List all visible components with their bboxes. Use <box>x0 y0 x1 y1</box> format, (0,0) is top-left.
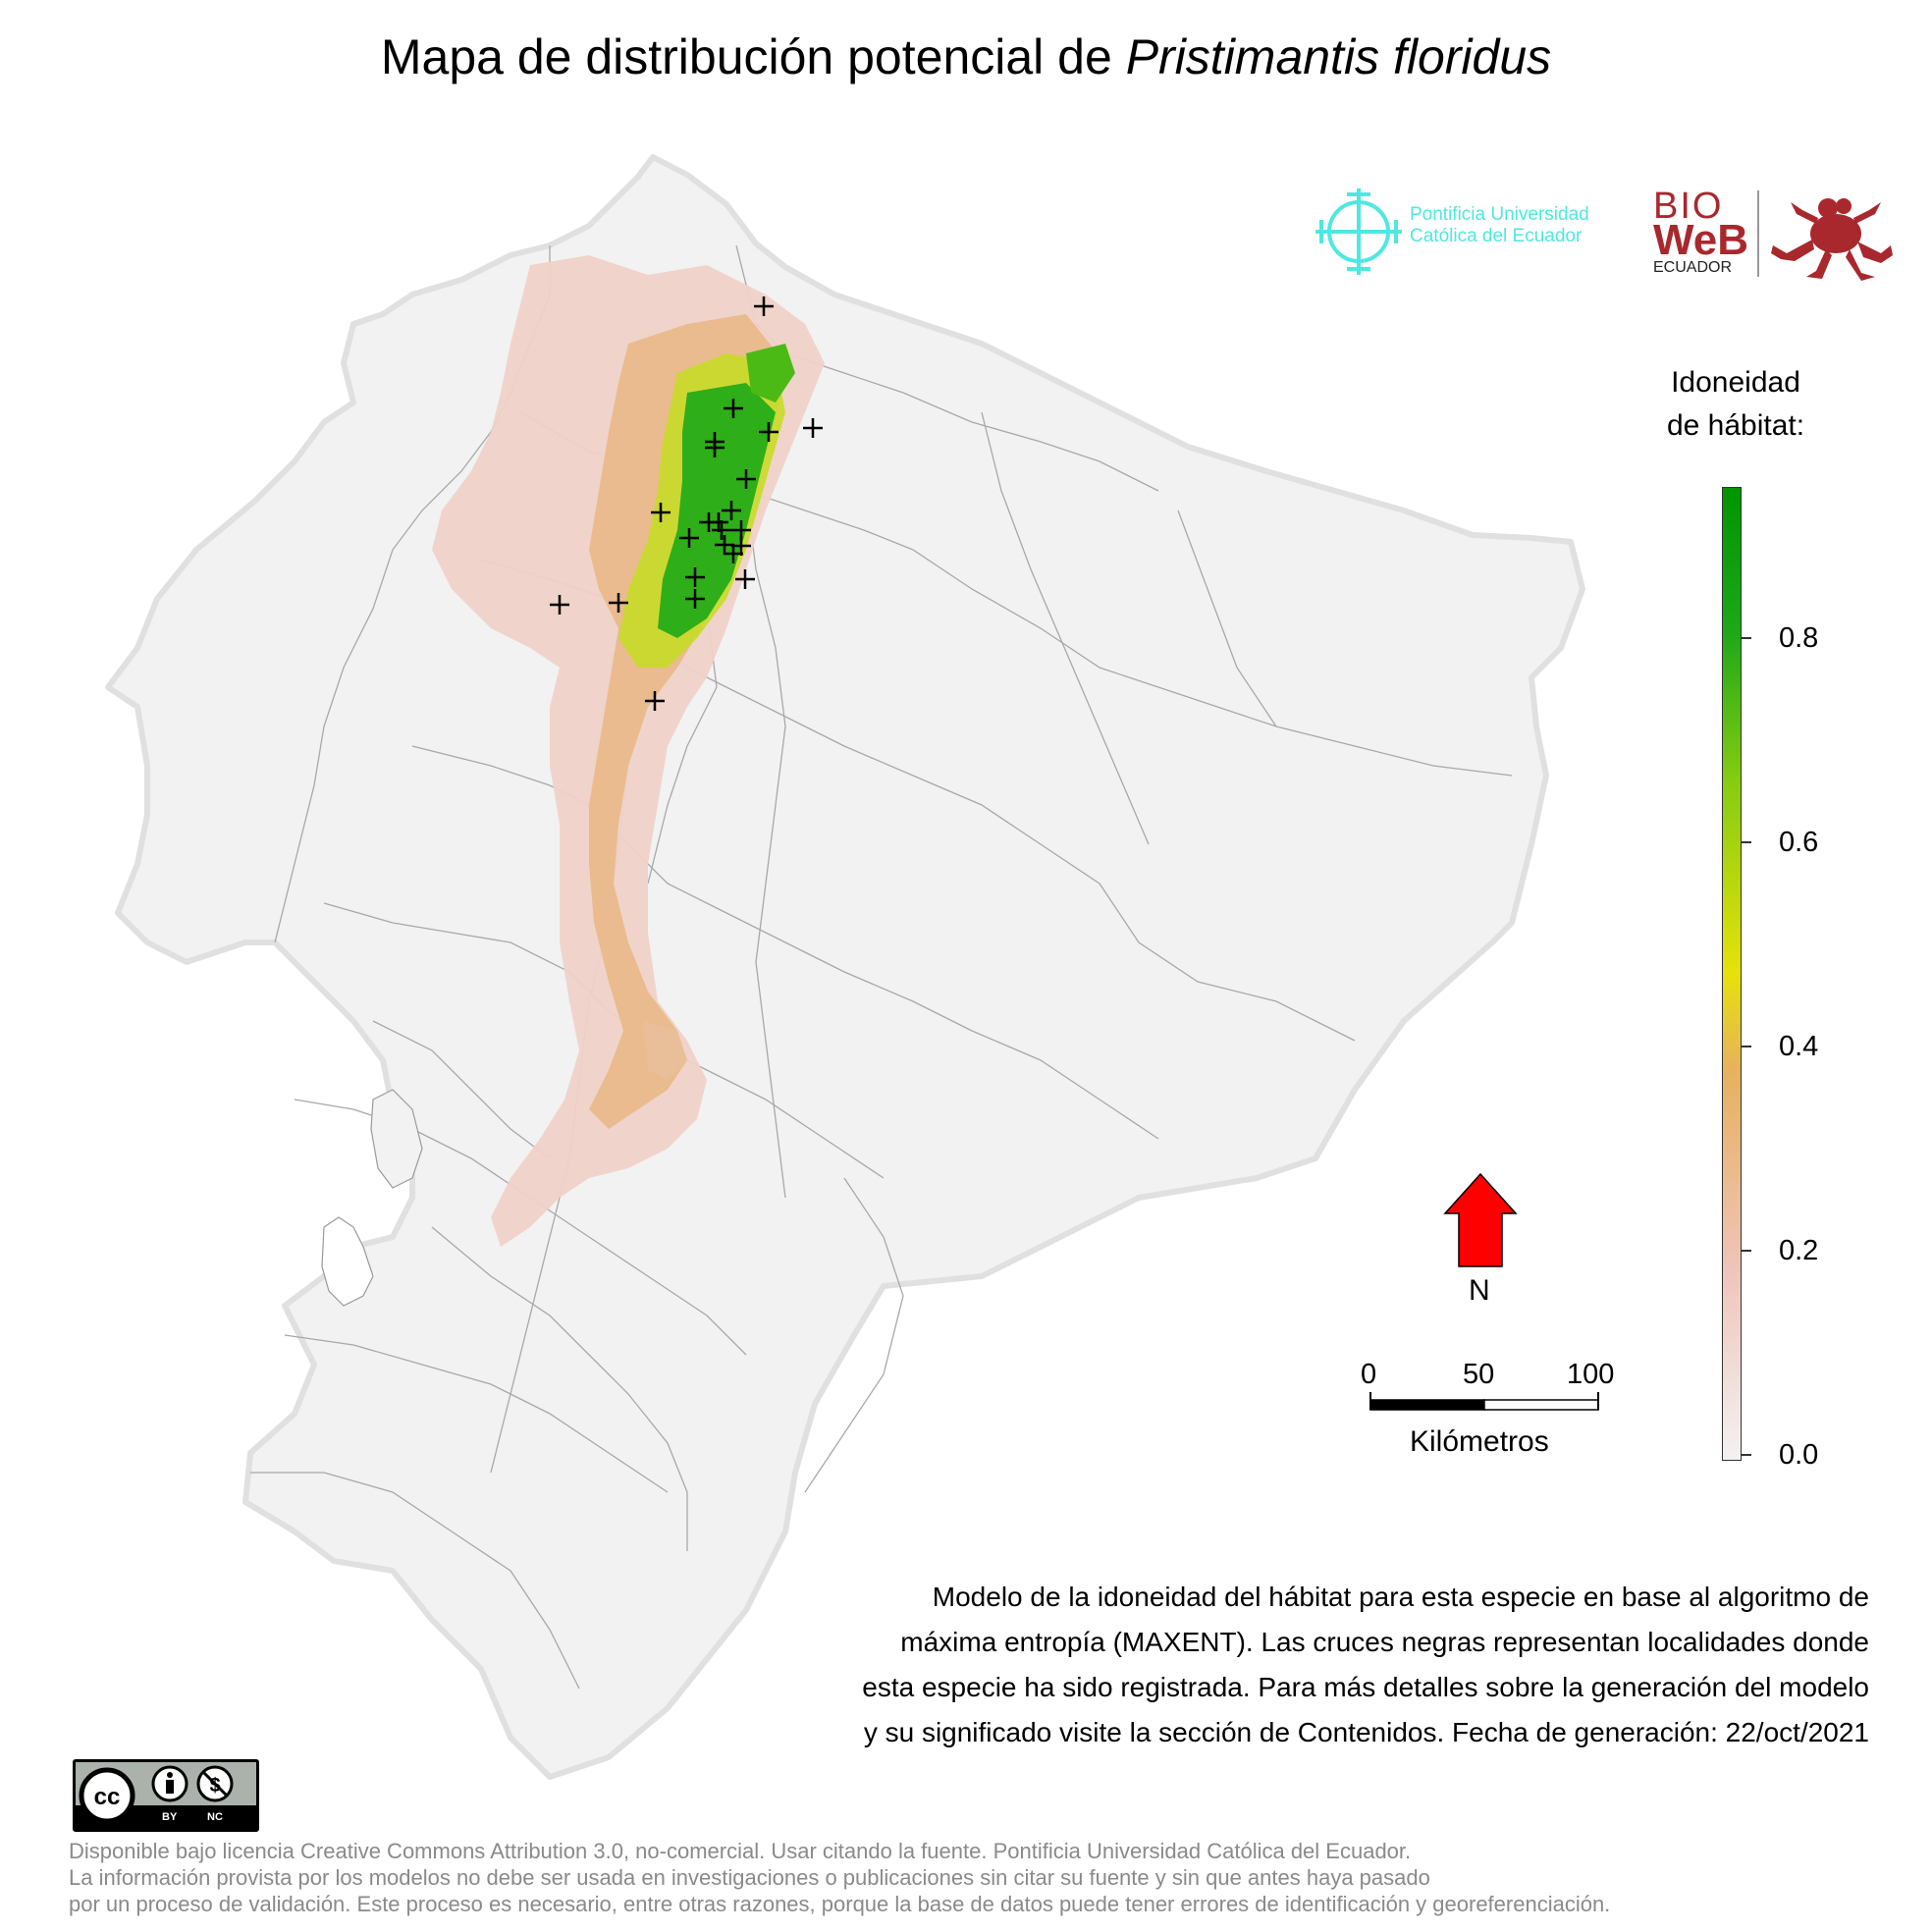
legend-tick <box>1742 1250 1751 1252</box>
scale-label-50: 50 <box>1463 1359 1495 1390</box>
puce-name-line2: Católica del Ecuador <box>1410 226 1583 246</box>
suitability-high-zone-2 <box>746 344 795 402</box>
scale-bar-black-segment <box>1369 1399 1485 1411</box>
puce-cross-icon <box>1315 188 1402 275</box>
bioweb-line3: ECUADOR <box>1653 259 1733 276</box>
puce-name-line1: Pontificia Universidad <box>1410 204 1589 225</box>
scale-label-100: 100 <box>1567 1359 1615 1390</box>
cc-nc-label: NC <box>207 1811 223 1823</box>
bioweb-logo: BIO WeB ECUADOR <box>1641 185 1897 283</box>
legend-tick <box>1742 1046 1751 1047</box>
legend-tick <box>1742 637 1751 639</box>
occurrence-point <box>685 567 705 587</box>
cc-license-badge: cc $ BY NC <box>73 1759 259 1832</box>
model-description: Modelo de la idoneidad del hábitat para … <box>862 1582 1869 1747</box>
legend-title: Idoneidad de hábitat: <box>1666 366 1805 442</box>
map-title: Mapa de distribución potencial de Pristi… <box>380 29 1552 84</box>
scale-bar <box>1369 1392 1599 1411</box>
cc-icon: cc <box>79 1767 135 1824</box>
frog-icon <box>1771 198 1893 281</box>
species-name: Pristimantis floridus <box>1125 29 1552 84</box>
occurrence-point <box>679 528 699 548</box>
svg-text:cc: cc <box>94 1784 121 1810</box>
occurrence-point <box>715 535 734 555</box>
bioweb-line2: WeB <box>1653 216 1748 264</box>
occurrence-point <box>736 469 756 489</box>
puce-logo: Pontificia Universidad Católica del Ecua… <box>1312 185 1636 279</box>
occurrence-point <box>735 569 755 589</box>
island-outline <box>370 1089 423 1189</box>
legend-label-0-2: 0.2 <box>1779 1235 1819 1266</box>
occurrence-point <box>754 296 774 316</box>
north-arrow <box>1443 1172 1518 1267</box>
north-label: N <box>1469 1274 1490 1307</box>
legend-tick <box>1742 841 1751 843</box>
legend-tick <box>1742 1454 1751 1456</box>
legend-label-0-0: 0.0 <box>1779 1439 1819 1471</box>
occurrence-point <box>651 503 671 522</box>
occurrence-point <box>705 438 724 457</box>
occurrence-point <box>712 520 731 540</box>
country-shape <box>105 154 1585 1780</box>
occurrence-point <box>803 418 823 438</box>
scale-unit: Kilómetros <box>1410 1425 1549 1458</box>
legend-label-0-8: 0.8 <box>1779 622 1819 654</box>
occurrence-point <box>645 691 665 711</box>
occurrence-point <box>731 536 751 556</box>
occurrence-point <box>724 544 743 564</box>
bioweb-line1: BIO <box>1653 186 1724 227</box>
occurrence-point <box>759 422 778 442</box>
suitability-raster <box>432 255 825 1247</box>
occurrence-point <box>709 512 728 532</box>
occurrence-point <box>685 589 705 609</box>
license-text: Disponible bajo licencia Creative Common… <box>69 1839 1611 1916</box>
occurrence-points <box>550 296 823 711</box>
by-icon <box>151 1765 188 1802</box>
legend-label-0-6: 0.6 <box>1779 827 1819 858</box>
legend-colorbar <box>1722 487 1742 1461</box>
scale-bar-white-segment <box>1483 1399 1599 1411</box>
occurrence-point <box>609 593 628 613</box>
suitability-low-spot-south <box>643 1021 687 1080</box>
north-arrow-icon <box>1443 1172 1518 1267</box>
occurrence-point <box>724 399 743 418</box>
scale-label-0: 0 <box>1361 1359 1377 1390</box>
nc-icon: $ <box>196 1765 234 1802</box>
legend-label-0-4: 0.4 <box>1779 1031 1819 1062</box>
occurrence-point <box>550 595 569 615</box>
occurrence-point <box>722 501 741 520</box>
cc-by-label: BY <box>162 1811 178 1823</box>
suitability-high-zone <box>658 383 776 638</box>
gulf-coast-outline <box>321 1216 374 1307</box>
